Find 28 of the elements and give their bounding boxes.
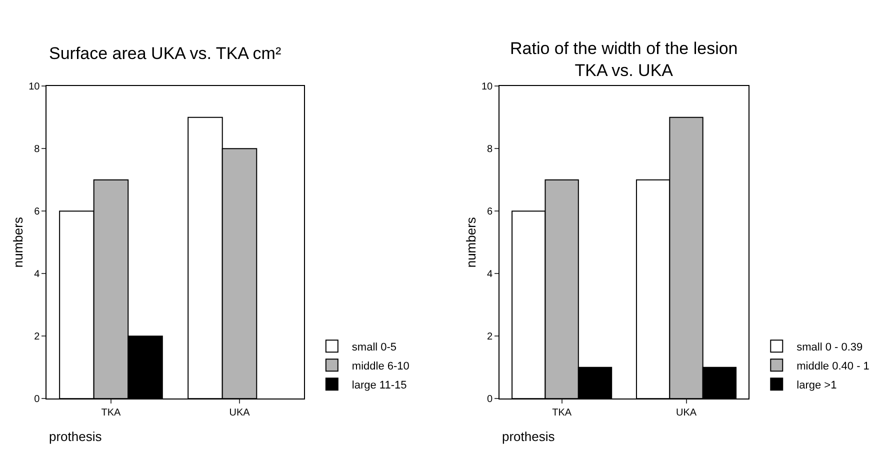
y-tick-label: 4 (487, 269, 494, 280)
x-tick-label: UKA (229, 408, 250, 419)
y-tick-label: 6 (487, 206, 494, 218)
legend-label: middle 0.40 - 1 (796, 360, 870, 372)
x-tick-label: TKA (552, 408, 572, 419)
y-axis-title: numbers (463, 216, 478, 268)
y-tick-label: 8 (34, 144, 40, 156)
x-tick-label: UKA (676, 408, 697, 419)
y-tick-label: 0 (487, 394, 494, 406)
y-axis-title: numbers (10, 216, 26, 268)
legend-label: large >1 (796, 379, 837, 392)
y-tick-label: 10 (28, 82, 40, 93)
legend-label: large 11-15 (352, 379, 407, 392)
x-axis-title: prothesis (502, 429, 556, 444)
y-tick-label: 0 (34, 394, 40, 406)
chart-title: Surface area UKA vs. TKA cm² (49, 44, 282, 63)
legend-label: small 0-5 (352, 341, 397, 354)
y-tick-label: 2 (487, 332, 494, 343)
legend-label: middle 6-10 (352, 360, 410, 372)
x-tick-label: TKA (101, 408, 122, 419)
y-tick-label: 4 (34, 269, 40, 280)
y-tick-label: 10 (481, 82, 494, 93)
chart-title: Ratio of the width of the lesion TKA vs. UKA (510, 39, 738, 80)
y-tick-label: 6 (34, 206, 40, 218)
legend-label: small 0 - 0.39 (796, 341, 863, 354)
x-axis-title: prothesis (49, 429, 102, 444)
y-tick-label: 8 (487, 144, 494, 156)
y-tick-label: 2 (34, 332, 40, 343)
